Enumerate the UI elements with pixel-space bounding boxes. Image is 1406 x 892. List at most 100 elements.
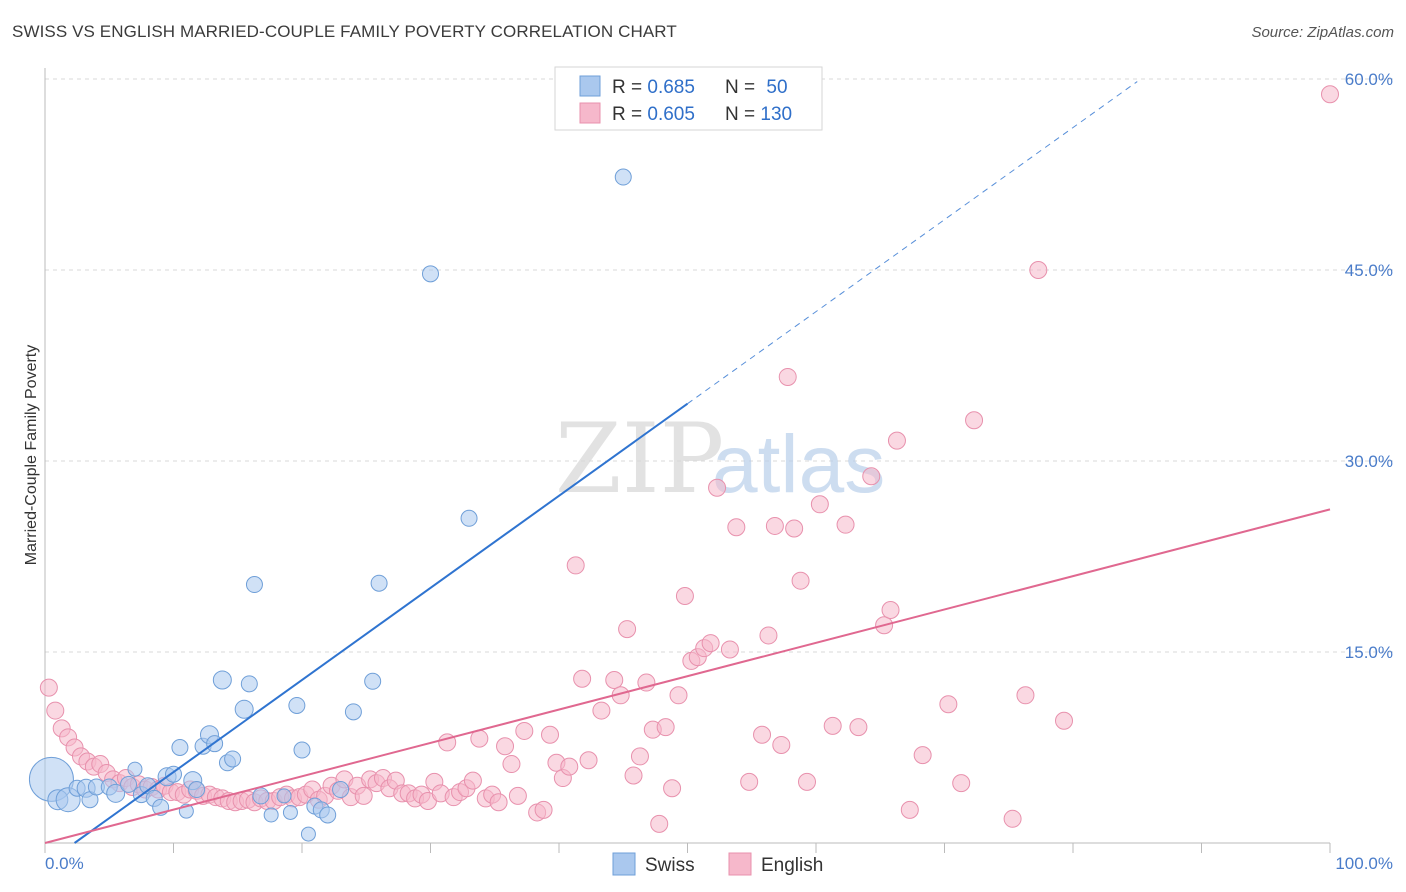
english-point [573, 669, 592, 688]
english-point [965, 411, 984, 430]
y-tick-label: 30.0% [1345, 452, 1393, 471]
swiss-point [188, 781, 206, 799]
swiss-point [422, 265, 439, 283]
english-point [701, 634, 720, 653]
english-point [785, 519, 804, 538]
swiss-point [282, 804, 298, 820]
legend-r-label: R = [612, 77, 647, 98]
swiss-trendline [73, 402, 689, 844]
english-point [630, 747, 649, 766]
swiss-point [300, 826, 316, 842]
english-point [913, 746, 932, 765]
bottom-legend-swatch-swiss [612, 852, 636, 876]
legend-box: R = 0.685 N = 50 R = 0.605 N = 130 [554, 66, 823, 131]
svg-text:N = 50: N = 50 [725, 77, 788, 98]
english-point [502, 755, 521, 774]
y-tick-label: 60.0% [1345, 70, 1393, 89]
english-point [515, 721, 534, 740]
swiss-point [370, 574, 388, 592]
english-point [798, 772, 817, 791]
english-point [579, 751, 598, 770]
english-point [881, 600, 900, 619]
english-point [566, 556, 585, 575]
english-point [836, 515, 855, 534]
english-point [720, 640, 739, 659]
trendlines [44, 81, 1331, 844]
swiss-point [460, 509, 478, 527]
swiss-point [252, 787, 270, 805]
swiss-point [120, 775, 138, 793]
english-point [508, 786, 527, 805]
english-point [46, 701, 65, 720]
bottom-legend-swatch-english [728, 852, 752, 876]
legend-r-value: 0.605 [647, 104, 695, 125]
swiss-series [28, 168, 632, 842]
x-tick-label: 100.0% [1335, 854, 1393, 873]
svg-text:N = 130: N = 130 [725, 104, 792, 125]
swiss-point [288, 696, 306, 714]
y-tick-label: 15.0% [1345, 643, 1393, 662]
legend-n-label: N = [725, 77, 760, 98]
english-trendline [44, 508, 1331, 844]
y-axis-label: Married-Couple Family Poverty [23, 345, 40, 566]
english-point [1003, 809, 1022, 828]
swiss-point [276, 788, 292, 804]
english-point [823, 716, 842, 735]
bottom-legend-english: English [761, 855, 823, 876]
english-point [765, 516, 784, 535]
english-point [39, 678, 58, 697]
legend-swatch-english [579, 102, 601, 124]
english-point [753, 725, 772, 744]
legend-r-label: R = [612, 104, 647, 125]
english-point [489, 793, 508, 812]
english-point [605, 671, 624, 690]
english-point [727, 518, 746, 537]
bottom-legend-swiss: Swiss [645, 855, 695, 876]
english-point [952, 774, 971, 793]
english-point [900, 800, 919, 819]
english-point [618, 620, 637, 639]
english-point [1321, 85, 1339, 104]
swiss-point [245, 576, 263, 594]
swiss-point [224, 750, 242, 768]
english-point [541, 725, 560, 744]
english-point [1055, 711, 1074, 730]
axes [44, 68, 1331, 853]
english-point [496, 737, 515, 756]
swiss-point [364, 672, 382, 690]
english-point [534, 800, 553, 819]
english-point [637, 673, 656, 692]
english-point [939, 695, 958, 714]
source-label: Source: ZipAtlas.com [1251, 24, 1394, 41]
english-point [354, 786, 373, 805]
swiss-point [106, 783, 126, 803]
english-point [463, 771, 482, 790]
english-point [560, 757, 579, 776]
english-point [849, 718, 868, 737]
legend-n-value: 50 [766, 77, 787, 98]
english-point [772, 735, 791, 754]
english-point [592, 701, 611, 720]
swiss-point [212, 670, 232, 690]
english-point [778, 367, 797, 386]
english-point [740, 772, 759, 791]
english-point [708, 478, 727, 497]
english-point [810, 495, 829, 514]
swiss-point [263, 807, 279, 823]
swiss-trendline-extension [687, 81, 1138, 405]
english-point [663, 779, 682, 798]
tick-labels: 15.0% 30.0% 45.0% 60.0% 0.0% 100.0% [45, 70, 1393, 873]
english-point [675, 586, 694, 605]
chart-title: SWISS VS ENGLISH MARRIED-COUPLE FAMILY P… [12, 22, 677, 41]
swiss-point [319, 806, 337, 824]
english-point [624, 766, 643, 785]
swiss-point [344, 703, 362, 721]
english-point [759, 626, 778, 645]
x-tick-label: 0.0% [45, 854, 84, 873]
bottom-legend: Swiss English [612, 852, 823, 876]
swiss-point [614, 168, 632, 186]
english-point [862, 467, 881, 486]
legend-n-label: N = [725, 104, 760, 125]
svg-text:R = 0.605: R = 0.605 [612, 104, 695, 125]
